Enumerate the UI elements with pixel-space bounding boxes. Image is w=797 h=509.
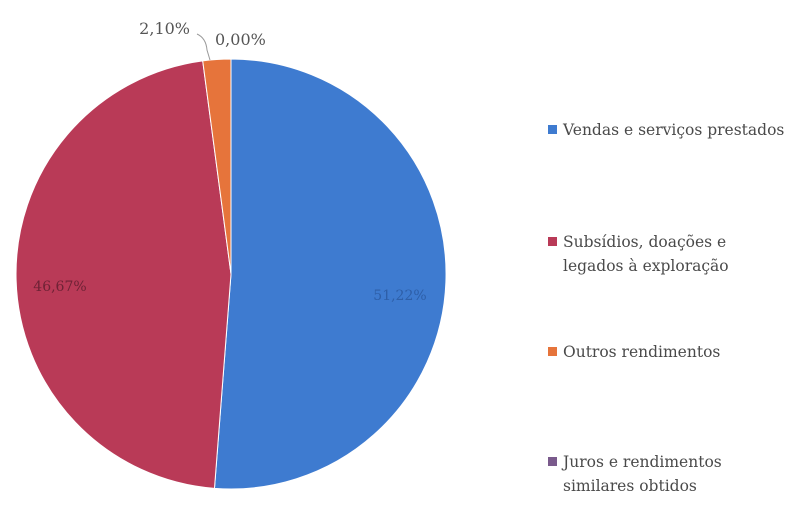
legend-swatch-juros [548, 457, 557, 466]
legend-label-subsidios: Subsídios, doações e legados à exploraçã… [563, 233, 729, 275]
pie-slice-vendas [213, 58, 447, 490]
data-label-subsidios: 46,67% [33, 279, 86, 295]
legend-label-outros: Outros rendimentos [563, 343, 721, 361]
pie-slice-outros [202, 58, 232, 275]
leader-line-outros [196, 33, 211, 61]
data-label-outros: 2,10% [139, 19, 190, 38]
legend-label-vendas: Vendas e serviços prestados [563, 121, 785, 139]
legend-swatch-vendas [548, 125, 557, 134]
legend-label-juros: Juros e rendimentos similares obtidos [563, 453, 722, 495]
legend-swatch-subsidios [548, 237, 557, 246]
legend-item-vendas: Vendas e serviços prestados [548, 118, 788, 142]
data-label-vendas: 51,22% [373, 288, 426, 304]
data-label-juros: 0,00% [215, 30, 266, 49]
legend-item-juros: Juros e rendimentos similares obtidos [548, 450, 788, 498]
legend-swatch-outros [548, 347, 557, 356]
pie-slice-subsidios [15, 60, 232, 489]
legend-item-subsidios: Subsídios, doações e legados à exploraçã… [548, 230, 788, 278]
legend-item-outros: Outros rendimentos [548, 340, 788, 364]
